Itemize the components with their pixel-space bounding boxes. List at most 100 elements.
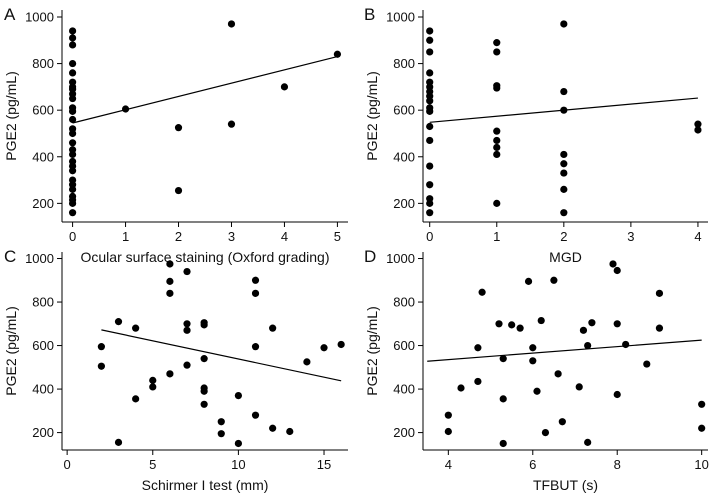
data-point xyxy=(114,438,123,446)
x-axis-label: Schirmer I test (mm) xyxy=(142,477,269,493)
x-tick-label: 0 xyxy=(64,457,71,472)
y-tick-label: 400 xyxy=(393,149,415,164)
y-tick-label: 200 xyxy=(32,425,54,440)
data-point xyxy=(68,107,77,115)
data-point xyxy=(499,439,507,448)
data-point xyxy=(609,260,617,268)
data-point xyxy=(68,209,77,217)
data-point xyxy=(584,438,592,446)
data-point xyxy=(68,167,77,175)
data-point xyxy=(560,185,568,193)
data-point xyxy=(166,260,174,268)
data-point xyxy=(149,376,157,384)
data-point xyxy=(533,387,541,395)
data-point xyxy=(269,424,277,432)
y-tick-label: 200 xyxy=(393,425,415,440)
data-point xyxy=(68,27,77,35)
data-point xyxy=(68,59,77,68)
data-point xyxy=(694,126,702,134)
y-tick-label: 400 xyxy=(393,382,415,397)
data-point xyxy=(426,48,434,56)
data-point xyxy=(426,181,434,189)
data-point xyxy=(474,344,482,352)
y-axis-label: PGE2 (pg/mL) xyxy=(3,71,19,160)
data-point xyxy=(560,87,568,96)
data-point xyxy=(183,326,191,334)
data-point xyxy=(217,430,225,438)
regression-line xyxy=(101,329,342,382)
data-point xyxy=(613,390,621,399)
data-point xyxy=(68,185,77,193)
panel-a: A 200 400 600 800 1000 0 1 2 3 4 5 Ocular surface st… xyxy=(3,5,348,265)
data-point xyxy=(97,343,105,351)
x-axis-label: Ocular surface staining (Oxford grading) xyxy=(81,249,330,265)
y-tick-label: 600 xyxy=(393,103,415,118)
panel-letter: B xyxy=(364,5,375,24)
panel-c: C 200 400 600 800 1000 0 5 10 15 Schirmer I test (… xyxy=(3,247,348,493)
y-tick-label: 200 xyxy=(393,196,415,211)
data-point xyxy=(200,355,208,363)
data-point xyxy=(97,362,105,370)
data-point xyxy=(560,106,568,114)
data-point xyxy=(234,439,242,448)
regression-line xyxy=(427,339,702,362)
y-tick-label: 800 xyxy=(393,56,415,71)
data-point xyxy=(493,127,501,135)
data-point xyxy=(495,320,503,328)
x-tick-label: 4 xyxy=(445,457,452,472)
data-point xyxy=(643,360,651,368)
data-point xyxy=(529,344,537,352)
data-point xyxy=(251,276,260,284)
data-point xyxy=(560,160,568,168)
data-point xyxy=(426,209,434,217)
data-point xyxy=(560,150,568,159)
x-tick-label: 0 xyxy=(426,229,433,244)
data-point xyxy=(426,97,434,105)
y-tick-label: 1000 xyxy=(25,251,54,266)
data-point xyxy=(584,341,592,350)
panel-letter: D xyxy=(364,247,376,266)
data-point xyxy=(183,267,191,276)
data-point xyxy=(613,266,621,275)
panel-letter: A xyxy=(4,5,16,24)
data-point xyxy=(426,107,434,115)
data-point xyxy=(493,84,501,92)
data-point xyxy=(217,418,225,426)
y-axis-label: PGE2 (pg/mL) xyxy=(3,306,19,395)
data-point xyxy=(524,277,533,285)
data-point xyxy=(251,411,260,419)
data-point xyxy=(560,20,568,28)
data-point xyxy=(132,395,140,403)
x-tick-label: 5 xyxy=(334,229,341,244)
data-point xyxy=(478,288,486,296)
y-tick-label: 600 xyxy=(393,338,415,353)
x-tick-label: 2 xyxy=(560,229,567,244)
data-point xyxy=(132,324,140,332)
data-point xyxy=(493,39,501,47)
data-point xyxy=(337,340,345,349)
data-point xyxy=(166,277,174,285)
regression-line xyxy=(72,56,338,124)
data-point xyxy=(68,199,77,207)
data-point xyxy=(558,418,566,426)
y-tick-label: 800 xyxy=(32,295,54,310)
panel-d: D 200 400 600 800 1000 4 6 8 10 TFBUT (s) PGE2 (pg/… xyxy=(364,247,709,493)
data-point xyxy=(537,316,545,325)
x-tick-label: 15 xyxy=(317,457,331,472)
x-tick-label: 4 xyxy=(281,229,288,244)
data-point xyxy=(493,143,501,152)
data-point xyxy=(698,424,706,432)
data-point xyxy=(622,340,630,349)
data-point xyxy=(474,377,482,386)
data-point xyxy=(174,186,183,195)
x-tick-label: 3 xyxy=(228,229,235,244)
data-point xyxy=(655,324,664,332)
x-tick-label: 1 xyxy=(493,229,500,244)
data-point xyxy=(200,321,208,329)
data-point xyxy=(529,357,537,365)
data-point xyxy=(68,69,77,77)
x-tick-label: 10 xyxy=(231,457,245,472)
x-tick-label: 8 xyxy=(614,457,621,472)
data-point xyxy=(68,129,77,138)
